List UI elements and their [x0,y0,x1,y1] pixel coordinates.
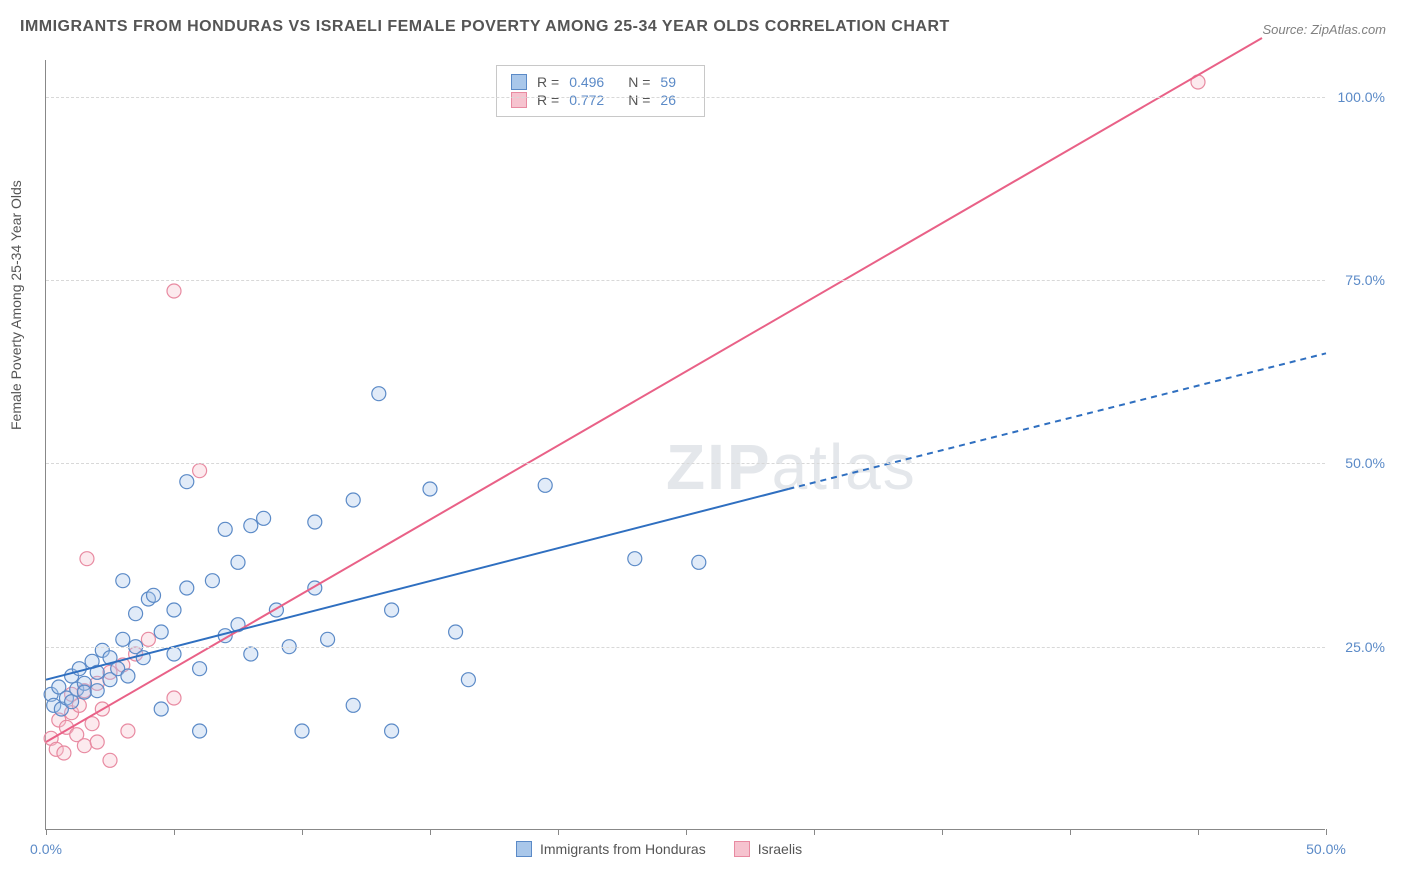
x-tick [302,829,303,835]
scatter-point [121,669,135,683]
x-tick [814,829,815,835]
scatter-point [295,724,309,738]
gridline-h [46,463,1325,464]
chart-svg [46,60,1325,829]
scatter-point [257,511,271,525]
scatter-point [116,574,130,588]
x-tick [1070,829,1071,835]
scatter-point [90,684,104,698]
scatter-point [167,603,181,617]
x-tick [1198,829,1199,835]
swatch-series1-bottom [516,841,532,857]
scatter-point [116,632,130,646]
x-tick [942,829,943,835]
scatter-point [167,647,181,661]
scatter-point [180,475,194,489]
scatter-point [346,698,360,712]
scatter-point [385,724,399,738]
scatter-point [80,552,94,566]
trend-line [788,353,1326,489]
scatter-point [385,603,399,617]
y-tick-label: 75.0% [1345,272,1385,288]
gridline-h [46,280,1325,281]
scatter-point [121,724,135,738]
chart-title: IMMIGRANTS FROM HONDURAS VS ISRAELI FEMA… [20,18,950,36]
scatter-point [193,662,207,676]
y-tick-label: 50.0% [1345,455,1385,471]
scatter-point [141,632,155,646]
scatter-point [244,519,258,533]
scatter-point [449,625,463,639]
scatter-point [692,555,706,569]
scatter-point [154,702,168,716]
scatter-point [154,625,168,639]
scatter-point [167,284,181,298]
y-axis-label: Female Poverty Among 25-34 Year Olds [8,180,24,430]
scatter-point [218,522,232,536]
x-tick [686,829,687,835]
bottom-legend: Immigrants from Honduras Israelis [516,841,802,857]
scatter-point [72,662,86,676]
swatch-series2-bottom [734,841,750,857]
scatter-point [147,588,161,602]
trend-line [46,489,788,680]
scatter-point [193,724,207,738]
scatter-point [180,581,194,595]
x-tick [430,829,431,835]
scatter-point [244,647,258,661]
scatter-point [231,555,245,569]
x-tick [558,829,559,835]
gridline-h [46,647,1325,648]
scatter-point [372,387,386,401]
plot-area: ZIPatlas R = 0.496 N = 59 R = 0.772 N = … [45,60,1325,830]
y-tick-label: 25.0% [1345,639,1385,655]
trend-line [46,38,1262,742]
scatter-point [205,574,219,588]
scatter-point [628,552,642,566]
x-tick-label: 0.0% [30,841,62,857]
scatter-point [77,685,91,699]
scatter-point [538,478,552,492]
legend-item-series2: Israelis [734,841,802,857]
series1-name: Immigrants from Honduras [540,841,706,857]
scatter-point [346,493,360,507]
scatter-point [167,691,181,705]
scatter-point [90,735,104,749]
series2-name: Israelis [758,841,802,857]
x-tick [1326,829,1327,835]
scatter-point [423,482,437,496]
scatter-point [129,607,143,621]
y-tick-label: 100.0% [1338,89,1385,105]
scatter-point [321,632,335,646]
scatter-point [461,673,475,687]
source-attribution: Source: ZipAtlas.com [1262,22,1386,37]
scatter-point [193,464,207,478]
scatter-point [308,515,322,529]
x-tick [46,829,47,835]
scatter-point [57,746,71,760]
scatter-point [103,753,117,767]
scatter-point [77,739,91,753]
gridline-h [46,97,1325,98]
x-tick-label: 50.0% [1306,841,1346,857]
x-tick [174,829,175,835]
legend-item-series1: Immigrants from Honduras [516,841,706,857]
